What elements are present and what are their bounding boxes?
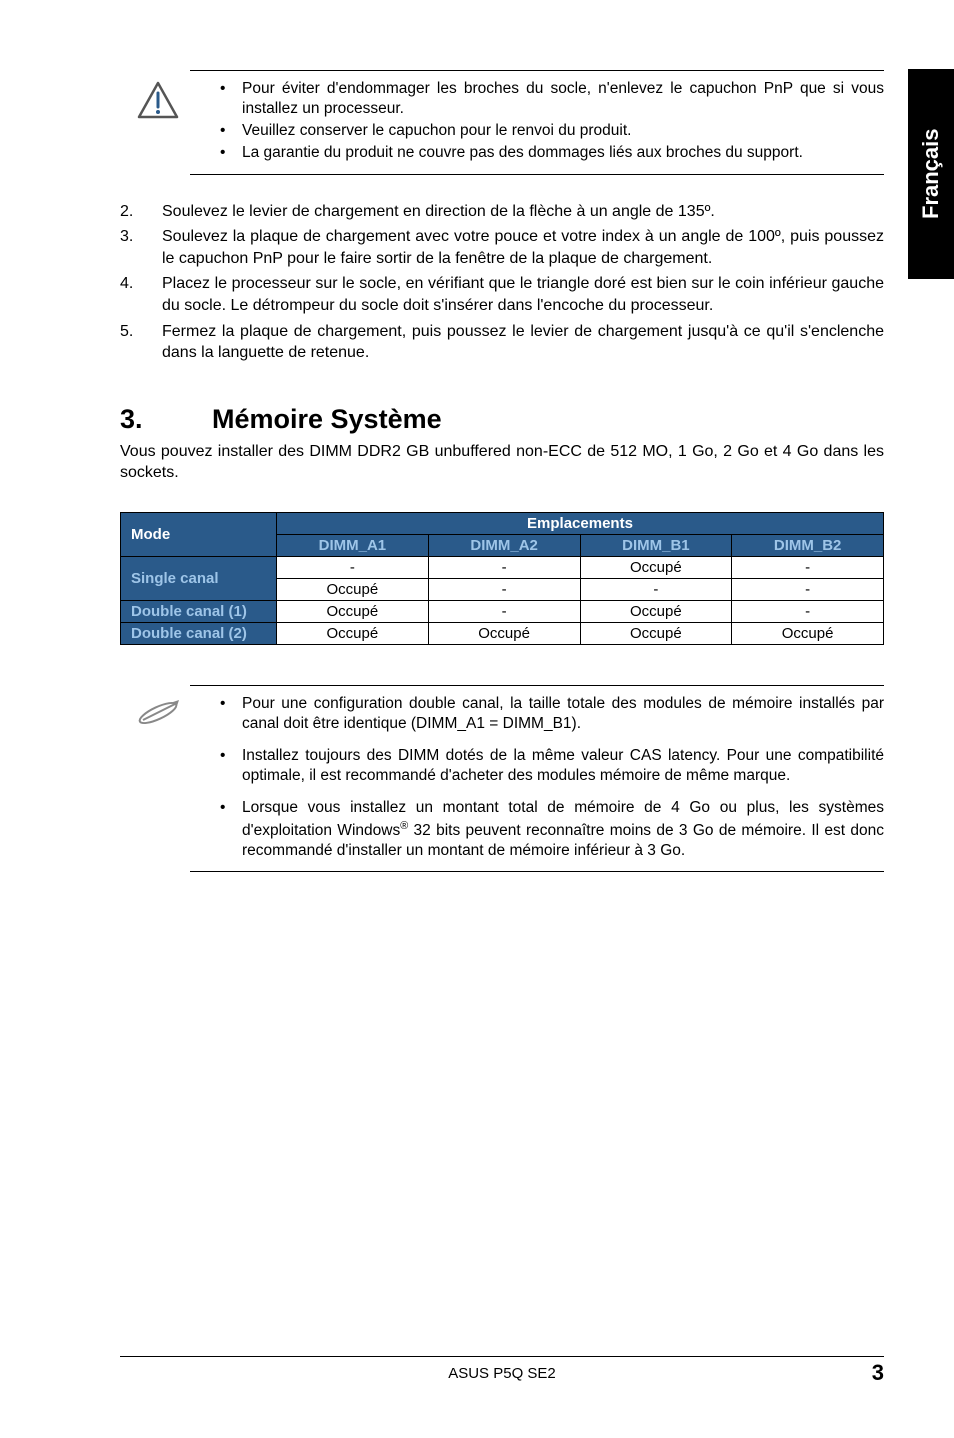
table-cell: - [732,578,884,600]
table-row: Single canal - - Occupé - [121,556,884,578]
warning-item: La garantie du produit ne couvre pas des… [214,143,884,163]
memory-table: Mode Emplacements DIMM_A1 DIMM_A2 DIMM_B… [120,512,884,645]
table-header-slot: DIMM_B2 [732,534,884,556]
table-header-emplacements: Emplacements [277,512,884,534]
table-header-mode: Mode [121,512,277,556]
step-text: Placez le processeur sur le socle, en vé… [162,273,884,316]
table-cell: Occupé [580,622,732,644]
step-item: 5.Fermez la plaque de chargement, puis p… [120,321,884,364]
table-cell: Occupé [277,622,429,644]
row-label: Double canal (1) [121,600,277,622]
step-number: 4. [120,273,162,316]
step-item: 2.Soulevez le levier de chargement en di… [120,201,884,223]
step-text: Fermez la plaque de chargement, puis pou… [162,321,884,364]
footer-text: ASUS P5Q SE2 [448,1365,556,1382]
step-text: Soulevez la plaque de chargement avec vo… [162,226,884,269]
step-number: 5. [120,321,162,364]
warning-item: Veuillez conserver le capuchon pour le r… [214,121,884,141]
table-cell: - [428,600,580,622]
table-cell: Occupé [277,600,429,622]
step-item: 3.Soulevez la plaque de chargement avec … [120,226,884,269]
section-title: Mémoire Système [212,404,442,435]
page-number: 3 [872,1360,884,1386]
table-cell: Occupé [277,578,429,600]
table-header-slot: DIMM_B1 [580,534,732,556]
table-cell: - [428,578,580,600]
step-number: 2. [120,201,162,223]
table-cell: - [277,556,429,578]
warning-icon [126,79,190,119]
table-cell: - [580,578,732,600]
language-tab: Français [908,69,954,279]
table-cell: - [428,556,580,578]
table-cell: Occupé [580,600,732,622]
note-item: Pour une configuration double canal, la … [214,694,884,734]
section-number: 3. [120,404,212,435]
notes-list: Pour une configuration double canal, la … [190,694,884,863]
step-item: 4.Placez le processeur sur le socle, en … [120,273,884,316]
table-cell: - [732,556,884,578]
table-cell: Occupé [580,556,732,578]
row-label: Single canal [121,556,277,600]
note-icon [126,694,190,730]
table-cell: Occupé [428,622,580,644]
table-row: Double canal (1) Occupé - Occupé - [121,600,884,622]
step-text: Soulevez le levier de chargement en dire… [162,201,884,223]
table-cell: Occupé [732,622,884,644]
warning-item: Pour éviter d'endommager les broches du … [214,79,884,119]
table-header-slot: DIMM_A1 [277,534,429,556]
table-header-slot: DIMM_A2 [428,534,580,556]
page-footer: ASUS P5Q SE2 [120,1356,884,1382]
step-list: 2.Soulevez le levier de chargement en di… [120,201,884,364]
row-label: Double canal (2) [121,622,277,644]
page-content: Pour éviter d'endommager les broches du … [0,0,954,872]
warning-box: Pour éviter d'endommager les broches du … [190,70,884,175]
table-row: Double canal (2) Occupé Occupé Occupé Oc… [121,622,884,644]
section-heading: 3. Mémoire Système [120,404,884,435]
warning-list: Pour éviter d'endommager les broches du … [190,79,884,166]
table-cell: - [732,600,884,622]
section-intro: Vous pouvez installer des DIMM DDR2 GB u… [120,441,884,484]
step-number: 3. [120,226,162,269]
note-item: Installez toujours des DIMM dotés de la … [214,746,884,786]
notes-box: Pour une configuration double canal, la … [190,685,884,872]
note-item: Lorsque vous installez un montant total … [214,798,884,861]
